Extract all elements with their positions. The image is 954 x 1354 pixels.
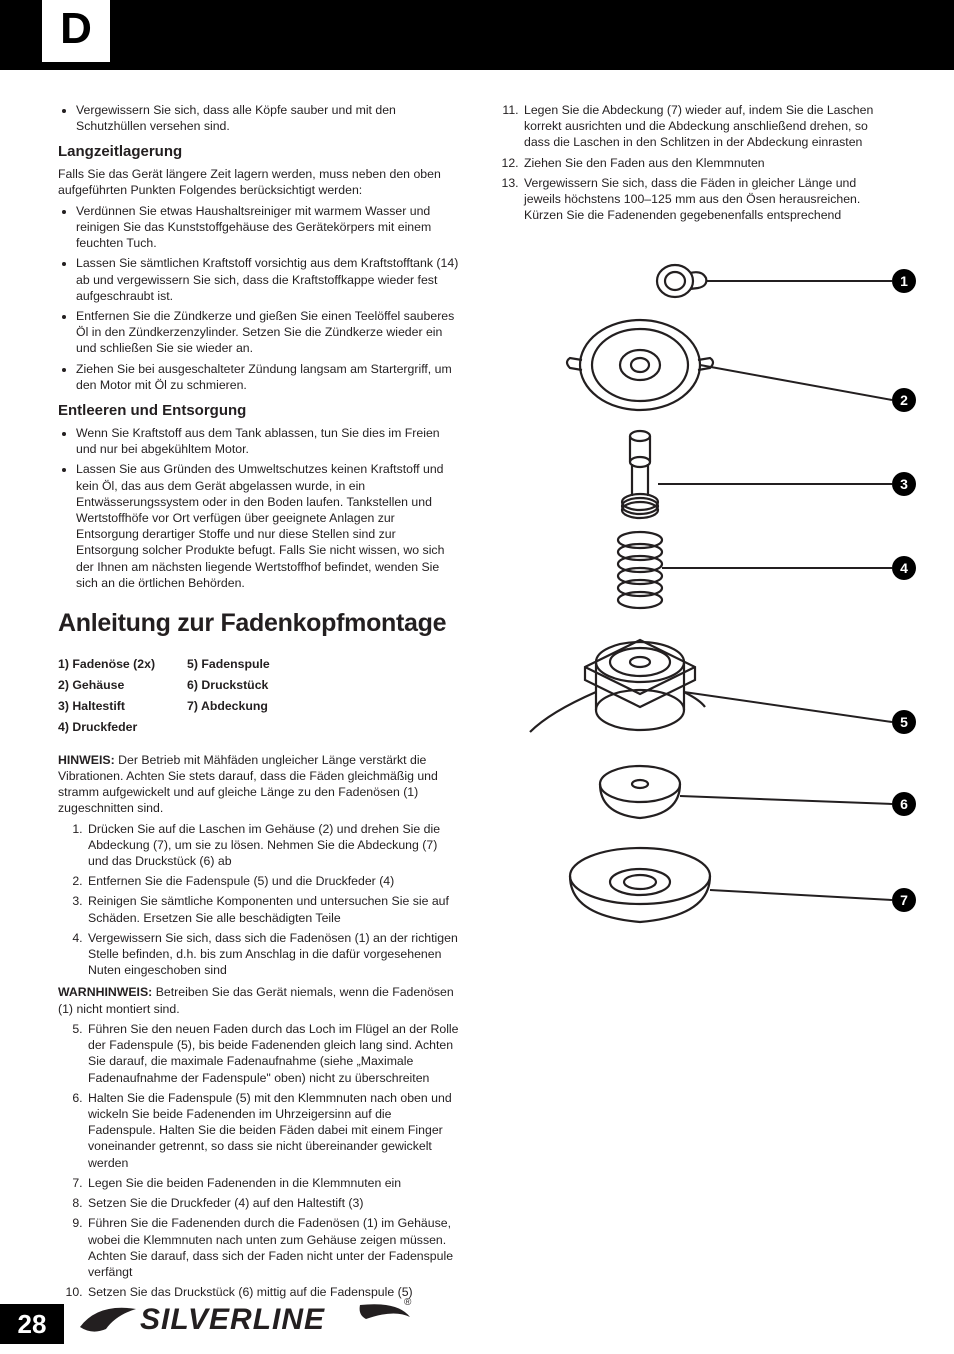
diagram-part-1: 1 (500, 256, 920, 306)
diagram-part-6: 6 (500, 756, 920, 836)
parts-list-left: 1) Fadenöse (2x) 2) Gehäuse 3) Haltestif… (58, 654, 155, 738)
list-item: Legen Sie die Abdeckung (7) wieder auf, … (522, 102, 896, 151)
list-item: Vergewissern Sie sich, dass alle Köpfe s… (76, 102, 460, 134)
part-2-icon (500, 310, 920, 420)
top-bullet-list: Vergewissern Sie sich, dass alle Köpfe s… (58, 102, 460, 134)
list-item: Drücken Sie auf die Laschen im Gehäuse (… (86, 821, 460, 870)
parts-list-right: 5) Fadenspule 6) Druckstück 7) Abdeckung (187, 654, 270, 738)
part-label: 1) Fadenöse (2x) (58, 654, 155, 675)
hinweis-paragraph: HINWEIS: Der Betrieb mit Mähfäden unglei… (58, 752, 460, 817)
list-item: Setzen Sie die Druckfeder (4) auf den Ha… (86, 1195, 460, 1211)
list-item: Vergewissern Sie sich, dass sich die Fad… (86, 930, 460, 979)
list-item: Halten Sie die Fadenspule (5) mit den Kl… (86, 1090, 460, 1171)
part-1-icon (500, 256, 920, 306)
part-5-icon (500, 622, 920, 752)
left-column: Vergewissern Sie sich, dass alle Köpfe s… (58, 98, 460, 1306)
svg-text:®: ® (404, 1297, 412, 1308)
list-item: Ziehen Sie bei ausgeschalteter Zündung l… (76, 361, 460, 393)
callout-1: 1 (892, 269, 916, 293)
list-item: Ziehen Sie den Faden aus den Klemmnuten (522, 155, 896, 171)
part-4-icon (500, 528, 920, 618)
part-label: 7) Abdeckung (187, 696, 270, 717)
list-item: Lassen Sie aus Gründen des Umweltschutze… (76, 461, 460, 591)
part-7-icon (500, 840, 920, 940)
part-label: 6) Druckstück (187, 675, 270, 696)
list-item: Reinigen Sie sämtliche Komponenten und u… (86, 893, 460, 925)
storage-intro: Falls Sie das Gerät längere Zeit lagern … (58, 166, 460, 198)
part-label: 3) Haltestift (58, 696, 155, 717)
callout-4: 4 (892, 556, 916, 580)
warn-paragraph: WARNHINWEIS: Betreiben Sie das Gerät nie… (58, 984, 460, 1016)
steps-a: Drücken Sie auf die Laschen im Gehäuse (… (58, 821, 460, 979)
heading-storage: Langzeitlagerung (58, 142, 460, 162)
footer: 28 SILVERLINE ® (0, 1298, 954, 1354)
list-item: Entfernen Sie die Zündkerze und gießen S… (76, 308, 460, 357)
list-item: Wenn Sie Kraftstoff aus dem Tank ablasse… (76, 425, 460, 457)
diagram-part-4: 4 (500, 528, 920, 618)
parts-list: 1) Fadenöse (2x) 2) Gehäuse 3) Haltestif… (58, 654, 460, 738)
heading-main: Anleitung zur Fadenkopfmontage (58, 607, 460, 640)
list-item: Führen Sie die Fadenenden durch die Fade… (86, 1215, 460, 1280)
heading-drain: Entleeren und Entsorgung (58, 401, 460, 421)
hinweis-label: HINWEIS: (58, 753, 115, 767)
brand-logo: SILVERLINE ® (78, 1295, 418, 1342)
list-item: Lassen Sie sämtlichen Kraftstoff vorsich… (76, 255, 460, 304)
storage-bullets: Verdünnen Sie etwas Haushaltsreiniger mi… (58, 203, 460, 393)
list-item: Entfernen Sie die Fadenspule (5) und die… (86, 873, 460, 889)
page: D Vergewissern Sie sich, dass alle Köpfe… (0, 0, 954, 1354)
list-item: Vergewissern Sie sich, dass die Fäden in… (522, 175, 896, 224)
brand-text: SILVERLINE (140, 1303, 325, 1336)
list-item: Legen Sie die beiden Fadenenden in die K… (86, 1175, 460, 1191)
part-label: 2) Gehäuse (58, 675, 155, 696)
steps-b: Führen Sie den neuen Faden durch das Loc… (58, 1021, 460, 1301)
exploded-diagram: 1 2 (500, 256, 920, 944)
callout-5: 5 (892, 710, 916, 734)
part-label: 4) Druckfeder (58, 717, 155, 738)
steps-c: Legen Sie die Abdeckung (7) wieder auf, … (494, 102, 896, 224)
top-bar (0, 0, 954, 70)
callout-7: 7 (892, 888, 916, 912)
drain-bullets: Wenn Sie Kraftstoff aus dem Tank ablasse… (58, 425, 460, 591)
diagram-part-2: 2 (500, 310, 920, 420)
warn-label: WARNHINWEIS: (58, 985, 152, 999)
page-number: 28 (0, 1304, 64, 1344)
hinweis-text: Der Betrieb mit Mähfäden ungleicher Läng… (58, 753, 438, 816)
part-3-icon (500, 424, 920, 524)
callout-2: 2 (892, 388, 916, 412)
callout-3: 3 (892, 472, 916, 496)
list-item: Führen Sie den neuen Faden durch das Loc… (86, 1021, 460, 1086)
language-badge: D (42, 0, 110, 62)
part-label: 5) Fadenspule (187, 654, 270, 675)
part-6-icon (500, 756, 920, 836)
list-item: Verdünnen Sie etwas Haushaltsreiniger mi… (76, 203, 460, 252)
diagram-part-7: 7 (500, 840, 920, 940)
diagram-part-5: 5 (500, 622, 920, 752)
callout-6: 6 (892, 792, 916, 816)
diagram-part-3: 3 (500, 424, 920, 524)
